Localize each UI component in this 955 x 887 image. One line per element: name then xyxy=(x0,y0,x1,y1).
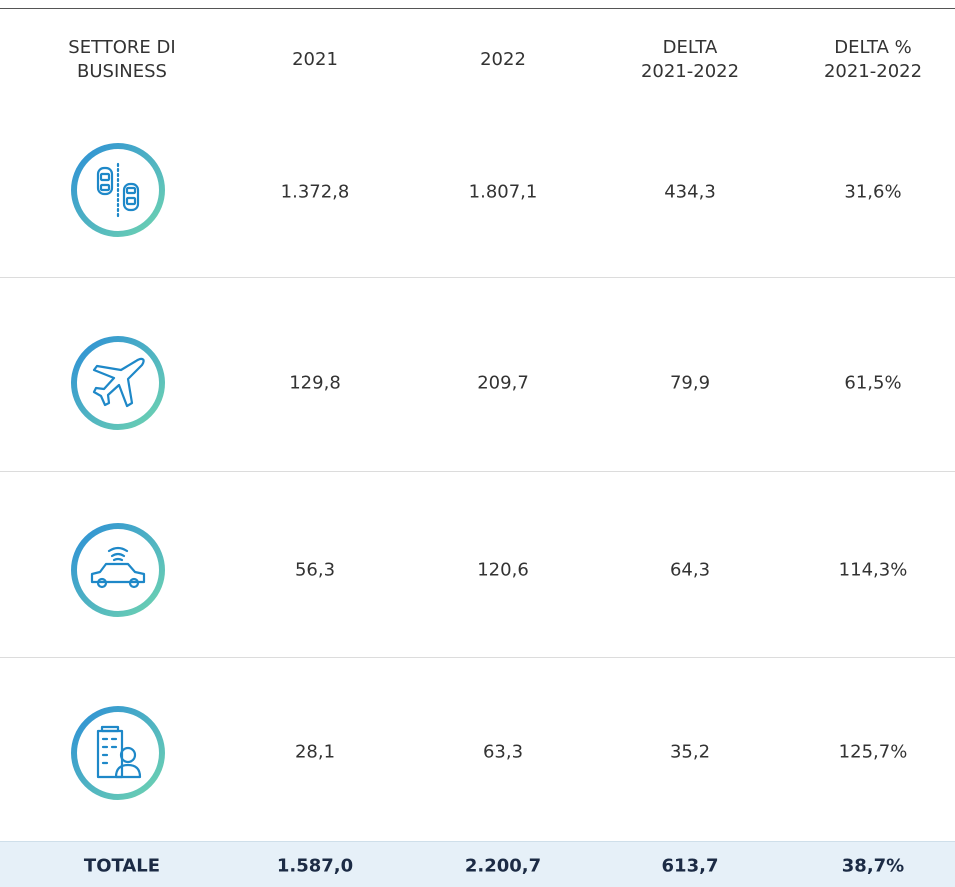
total-cell: 1.587,0 xyxy=(276,855,354,877)
connected-car-icon xyxy=(71,523,165,617)
cell: 120,6 xyxy=(477,559,529,581)
total-cell: 2.200,7 xyxy=(464,855,542,877)
total-cell: 38,7% xyxy=(841,855,905,877)
total-cell: 613,7 xyxy=(661,855,719,877)
cell: 79,9 xyxy=(669,372,711,394)
real-estate-icon xyxy=(71,706,165,800)
cell: 114,3% xyxy=(838,559,908,581)
total-cell: TOTALE xyxy=(83,855,161,877)
cell: 28,1 xyxy=(294,741,336,763)
column-header: BUSINESS xyxy=(77,61,167,82)
top-rule xyxy=(0,8,955,9)
cell: 1.807,1 xyxy=(468,181,538,203)
column-header: 2021-2022 xyxy=(640,61,740,82)
row-rule xyxy=(0,657,955,658)
cell: 1.372,8 xyxy=(280,181,350,203)
total-band xyxy=(0,841,955,887)
cell: 63,3 xyxy=(482,741,524,763)
column-header: 2022 xyxy=(480,49,526,70)
column-header: 2021-2022 xyxy=(823,61,923,82)
column-header: SETTORE DI xyxy=(68,37,176,58)
cell: 61,5% xyxy=(844,372,902,394)
column-header: DELTA % xyxy=(834,37,912,58)
cell: 125,7% xyxy=(838,741,908,763)
cell: 64,3 xyxy=(669,559,711,581)
cell: 35,2 xyxy=(669,741,711,763)
cell: 209,7 xyxy=(477,372,529,394)
row-rule xyxy=(0,277,955,278)
cell: 31,6% xyxy=(844,181,902,203)
automotive-icon xyxy=(71,143,165,237)
cell: 56,3 xyxy=(294,559,336,581)
column-header: DELTA xyxy=(662,37,718,58)
row-rule xyxy=(0,471,955,472)
aerospace-icon xyxy=(71,336,165,430)
column-header: 2021 xyxy=(292,49,338,70)
cell: 129,8 xyxy=(289,372,341,394)
cell: 434,3 xyxy=(664,181,716,203)
